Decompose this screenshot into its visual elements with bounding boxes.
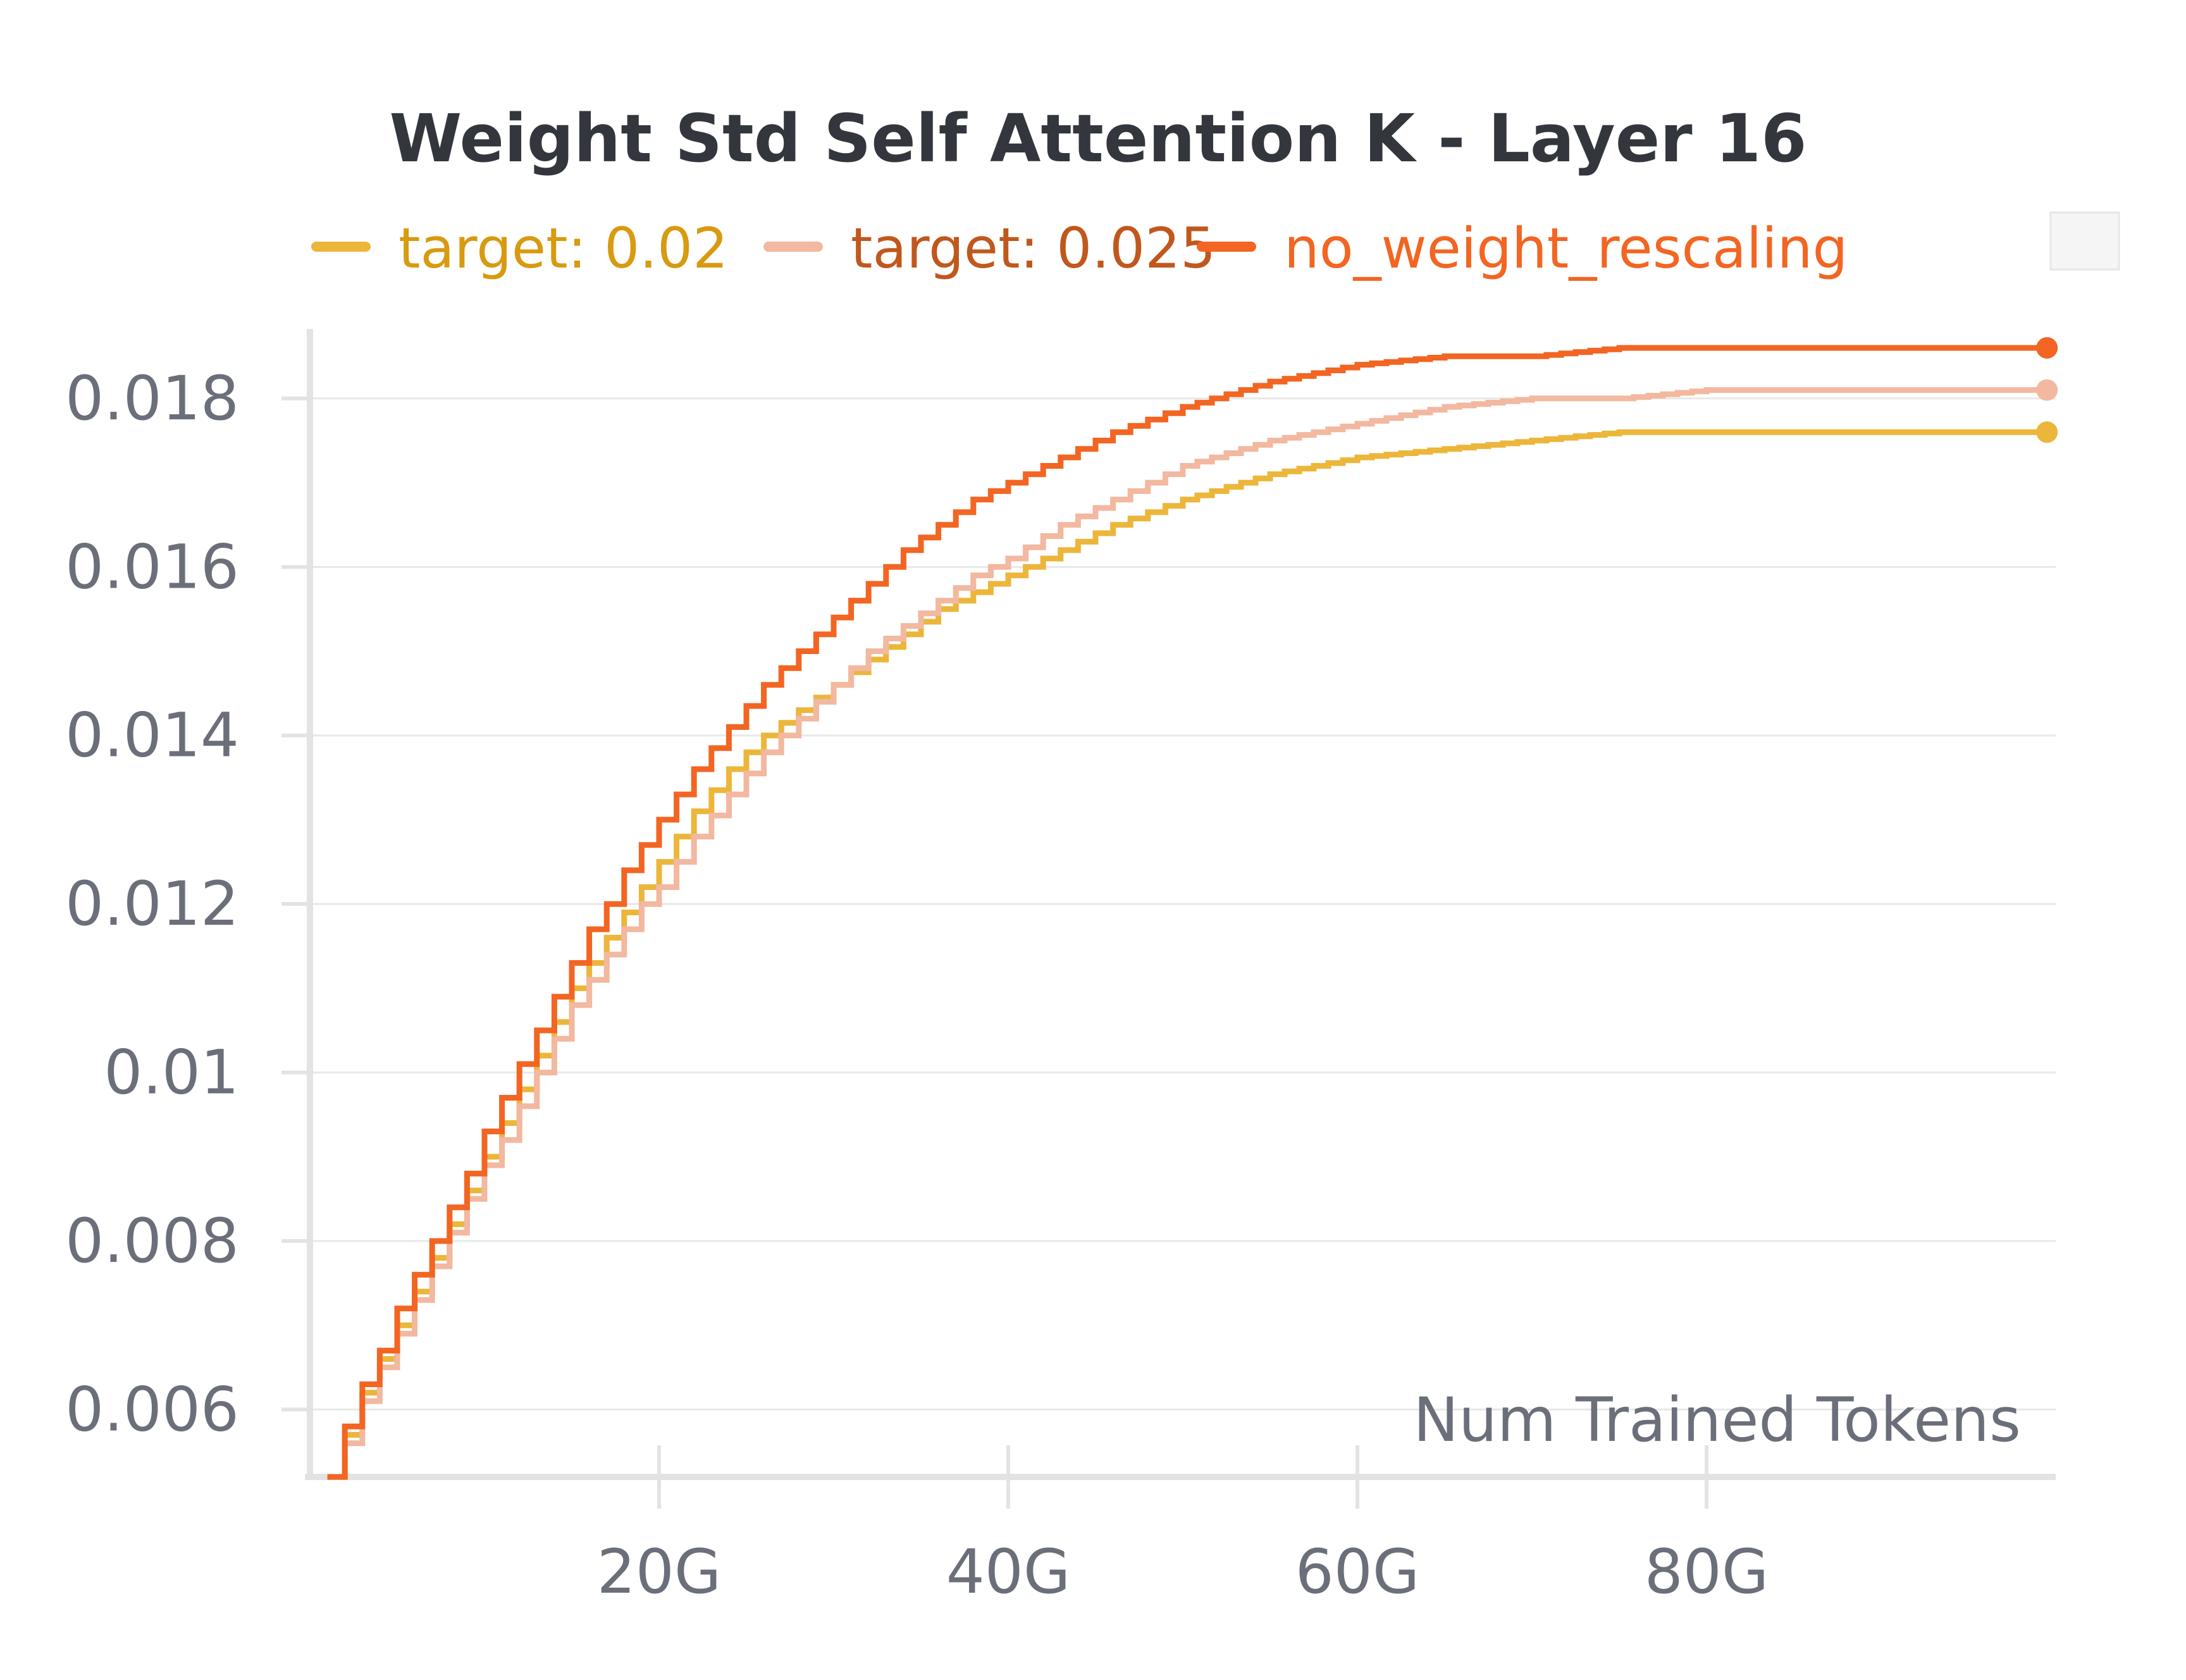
legend: target: 0.02 target: 0.025 no_weight_resca… — [311, 216, 1848, 281]
series-line-target-0-025 — [327, 387, 2047, 1480]
legend-entry-label: target: 0.025 — [851, 216, 1216, 281]
axes: 0.006 0.008 0.01 0.012 0.014 0.016 0.018 20G 40G… — [65, 329, 2056, 1607]
x-tick-label: 60G — [1295, 1536, 1420, 1607]
legend-menu-button[interactable] — [2049, 211, 2120, 271]
y-tick-label: 0.012 — [65, 868, 239, 939]
y-tick-label: 0.006 — [65, 1374, 239, 1445]
y-tick-label: 0.008 — [65, 1206, 239, 1276]
legend-entry-label: no_weight_rescaling — [1284, 216, 1848, 281]
grid — [310, 397, 2056, 1411]
series-layer — [327, 337, 2058, 1480]
series-end-marker — [2036, 337, 2058, 359]
y-tick-label: 0.016 — [65, 531, 239, 602]
legend-entry-label: target: 0.02 — [398, 216, 728, 281]
x-tick-label: 40G — [946, 1536, 1071, 1607]
x-axis-label: Num Trained Tokens — [1413, 1385, 2021, 1455]
series-line-no-weight-rescaling — [327, 345, 2047, 1480]
x-tick-label: 80G — [1645, 1536, 1769, 1607]
y-tick-label: 0.01 — [104, 1037, 239, 1108]
y-tick-label: 0.018 — [65, 363, 239, 434]
series-end-marker — [2036, 421, 2058, 443]
y-tick-label: 0.014 — [65, 700, 239, 771]
series-end-marker — [2036, 379, 2058, 401]
chart-title: Weight Std Self Attention K - Layer 16 — [390, 100, 1807, 177]
x-tick-label: 20G — [597, 1536, 722, 1607]
